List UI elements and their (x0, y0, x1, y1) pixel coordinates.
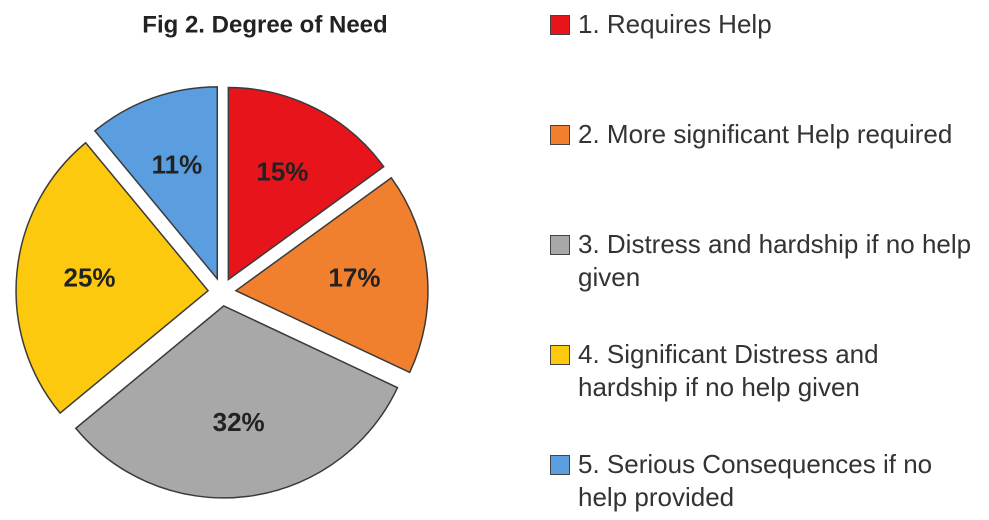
pie-slice (93, 86, 219, 281)
pie-slice (227, 86, 385, 281)
legend-swatch (550, 15, 570, 35)
pie-slice (15, 141, 210, 415)
data-label: 32% (213, 407, 265, 437)
chart-title: Fig 2. Degree of Need (142, 11, 387, 38)
data-label: 25% (64, 262, 116, 292)
legend-label: 3. Distress and hardship if no help give… (578, 229, 972, 292)
data-label: 11% (152, 150, 203, 180)
data-label: 17% (328, 262, 380, 292)
legend-item: 5. Serious Consequences if no help provi… (550, 448, 980, 514)
legend-swatch (550, 235, 570, 255)
legend-swatch (550, 455, 570, 475)
legend-label: 2. More significant Help required (578, 119, 953, 149)
data-label: 15% (256, 156, 308, 186)
pie-slice (74, 305, 399, 499)
legend-swatch (550, 125, 570, 145)
legend-label: 4. Significant Distress and hardship if … (578, 339, 879, 402)
legend-item: 4. Significant Distress and hardship if … (550, 338, 980, 404)
legend-label: 5. Serious Consequences if no help provi… (578, 449, 933, 512)
legend-label: 1. Requires Help (578, 9, 772, 39)
legend-item: 1. Requires Help (550, 8, 980, 41)
legend-item: 2. More significant Help required (550, 118, 980, 151)
legend-item: 3. Distress and hardship if no help give… (550, 228, 980, 294)
legend-swatch (550, 345, 570, 365)
pie-slice (234, 176, 429, 374)
